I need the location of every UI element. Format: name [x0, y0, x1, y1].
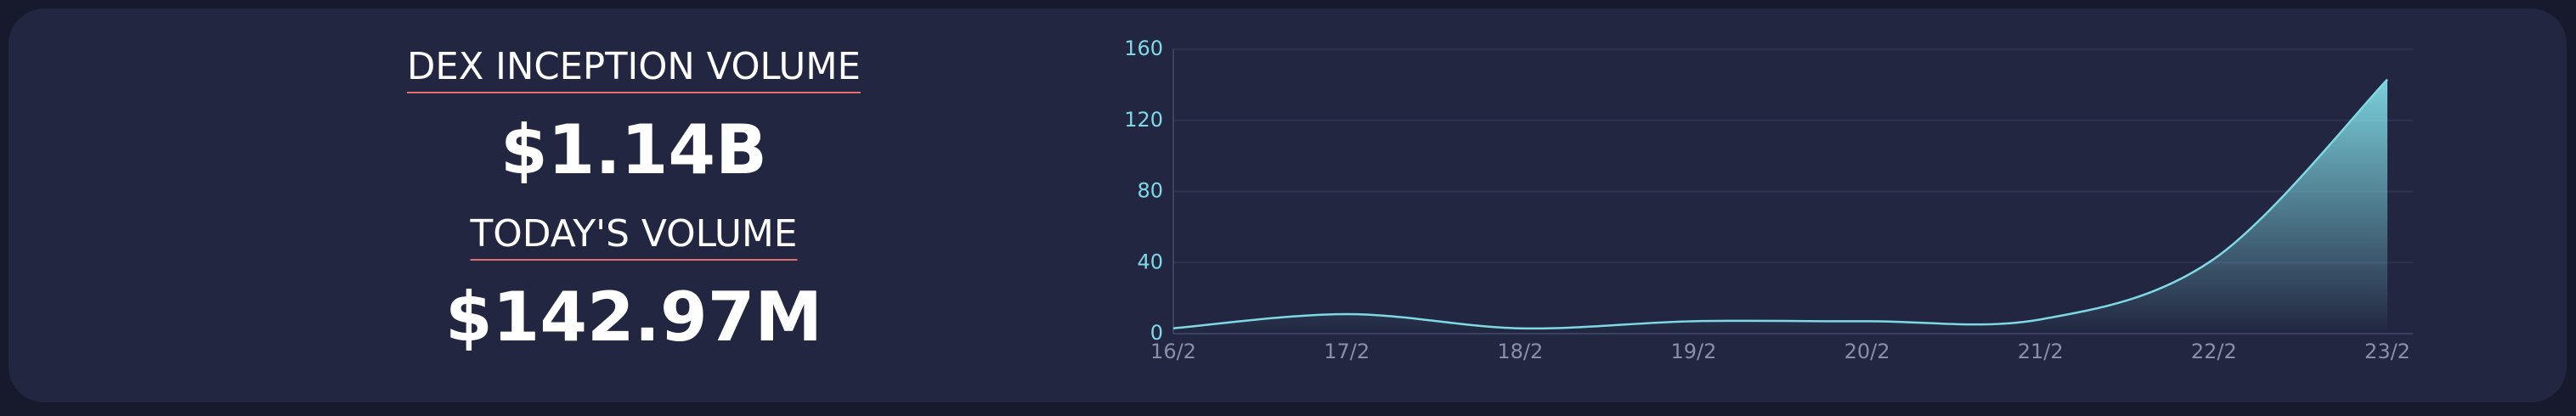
x-tick-label: 16/2	[1150, 340, 1196, 363]
stat-label: TODAY'S VOLUME	[470, 212, 798, 256]
chart: 0 40 80 120 160 16/2 17/2 18/2 19/2 20/2 21/2 22/2 2…	[1124, 37, 2413, 363]
x-tick-label: 21/2	[2018, 340, 2064, 363]
card	[8, 8, 2567, 402]
x-tick-label: 19/2	[1670, 340, 1716, 363]
stat-value: $142.97M	[445, 278, 822, 357]
area	[1173, 79, 2387, 334]
x-tick-label: 18/2	[1497, 340, 1543, 363]
y-tick-label: 160	[1124, 37, 1163, 60]
y-tick-label: 120	[1124, 108, 1163, 132]
x-tick-label: 17/2	[1324, 340, 1370, 363]
y-tick-label: 40	[1137, 250, 1163, 273]
x-tick-label: 22/2	[2191, 340, 2237, 363]
y-tick-label: 80	[1137, 179, 1163, 203]
x-tick-label: 20/2	[1844, 340, 1890, 363]
stat-value: $1.14B	[500, 110, 767, 189]
stat-label: DEX INCEPTION VOLUME	[407, 45, 861, 88]
line	[1172, 78, 2388, 330]
x-tick-label: 23/2	[2364, 340, 2410, 363]
y-tick-label: 0	[1150, 321, 1163, 345]
stats: DEX INCEPTION VOLUME $1.14B TODAY'S VOLUME…	[407, 45, 861, 357]
